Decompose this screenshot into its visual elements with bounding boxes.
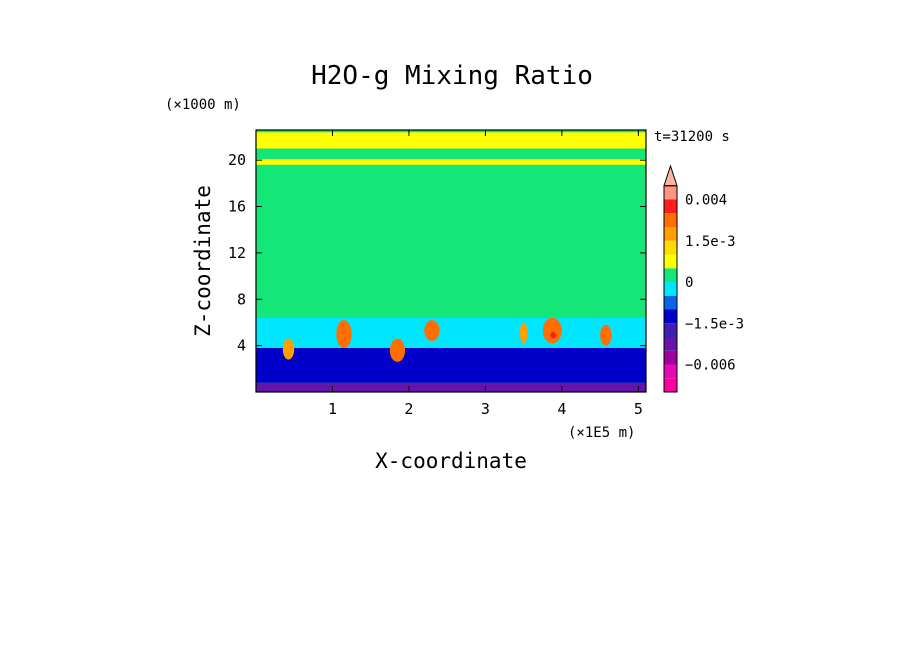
moist-blob-11 [519, 322, 528, 344]
colorbar-arrow [663, 164, 678, 187]
moist-blob-8 [542, 317, 562, 344]
field-plot [256, 130, 646, 392]
y-tick-label: 4 [237, 337, 246, 355]
colorbar-swatch [664, 309, 677, 324]
colorbar-swatch [664, 268, 677, 282]
x-tick-label: 2 [404, 400, 413, 418]
low-dry-1 [256, 347, 646, 383]
colorbar-swatch [664, 378, 677, 392]
x-tick-label: 4 [557, 400, 566, 418]
x-unit-label: (×1E5 m) [568, 425, 635, 441]
colorbar-label: −0.006 [685, 358, 736, 374]
chart-title: H2O-g Mixing Ratio [311, 61, 593, 91]
colorbar-label: 1.5e-3 [685, 234, 736, 250]
top-band-4 [256, 132, 646, 149]
colorbar-label: 0.004 [685, 193, 727, 209]
plot-frame [255, 129, 647, 393]
y-tick-label: 8 [237, 290, 246, 308]
moist-blob-5 [336, 320, 352, 348]
colorbar-swatch [664, 199, 677, 214]
colorbar: 0.004 1.5e-3 0 −1.5e-3 −0.006 [663, 164, 744, 393]
moist-blob-10 [282, 338, 295, 360]
colorbar-swatch [664, 213, 677, 227]
x-tick-label: 1 [328, 400, 337, 418]
colorbar-label: −1.5e-3 [685, 316, 744, 332]
colorbar-swatch [664, 364, 677, 379]
moist-blob-7 [424, 320, 440, 341]
colorbar-swatch [664, 282, 677, 296]
x-axis: 1 2 3 4 5 [328, 130, 643, 418]
colorbar-swatch [664, 295, 677, 310]
y-tick-label: 12 [228, 244, 246, 262]
colorbar-swatch [664, 227, 677, 241]
upper-band-3 [256, 158, 646, 165]
colorbar-swatch [664, 323, 677, 337]
colorbar-swatch [664, 337, 677, 351]
shallow-negative-2 [256, 317, 646, 348]
moist-blob-6 [389, 338, 406, 362]
moist-blob-9 [600, 324, 612, 346]
y-axis-label: Z-coordinate [191, 185, 215, 337]
time-label: t=31200 s [654, 129, 730, 145]
x-tick-label: 3 [481, 400, 490, 418]
colorbar-swatch [664, 350, 677, 365]
colorbar-label: 0 [685, 275, 693, 291]
y-tick-label: 16 [228, 198, 246, 216]
x-tick-label: 5 [634, 400, 643, 418]
surface-dry-0 [256, 382, 646, 392]
y-unit-label: (×1000 m) [165, 97, 241, 113]
colorbar-swatch [664, 254, 677, 269]
colorbar-frame [663, 185, 678, 393]
colorbar-swatch [664, 185, 677, 200]
x-axis-label: X-coordinate [375, 449, 527, 473]
y-tick-label: 20 [228, 151, 246, 169]
colorbar-swatch [664, 240, 677, 255]
y-axis: 4 8 12 16 20 [228, 151, 646, 355]
moist-core-12 [550, 331, 556, 339]
